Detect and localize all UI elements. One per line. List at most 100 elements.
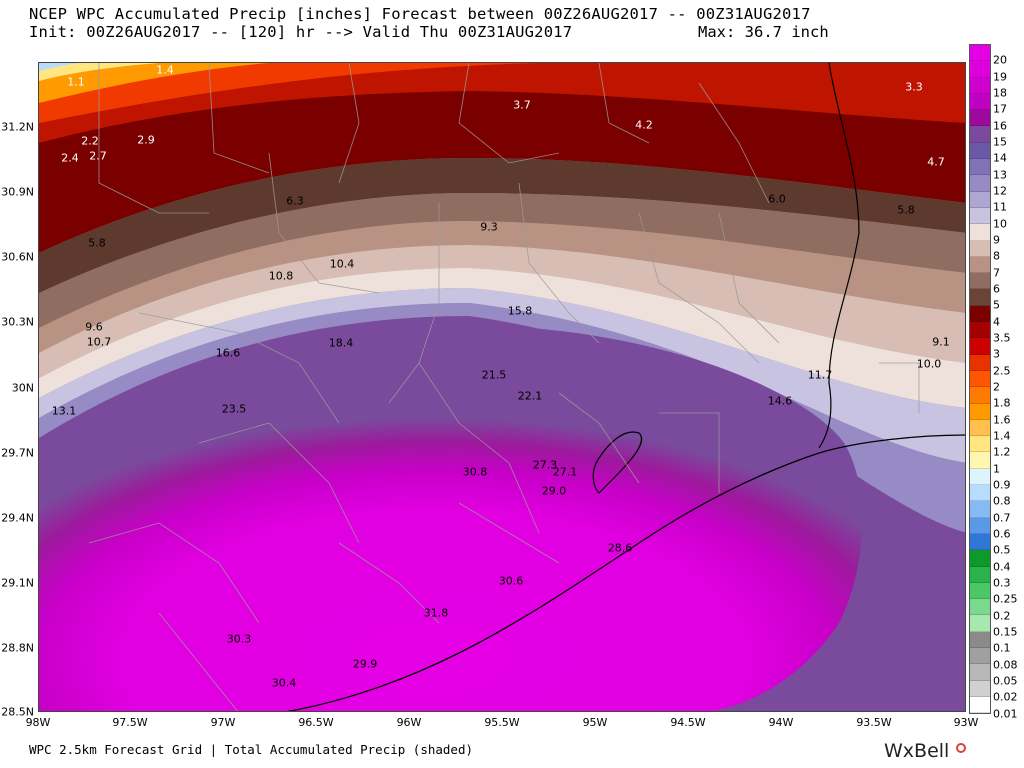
colorbar-swatch — [970, 664, 990, 681]
colorbar-label: 0.08 — [993, 658, 1018, 672]
precip-value-label: 10.0 — [916, 357, 942, 371]
colorbar-swatch — [970, 485, 990, 502]
latitude-label: 29.7N — [1, 446, 34, 460]
colorbar-swatch — [970, 175, 990, 192]
colorbar-label: 12 — [993, 184, 1007, 198]
max-value: Max: 36.7 inch — [698, 23, 829, 41]
colorbar-label: 17 — [993, 102, 1007, 116]
precip-value-label: 9.3 — [480, 220, 498, 234]
colorbar-label: 3 — [993, 347, 1000, 361]
colorbar-label: 10 — [993, 217, 1007, 231]
precip-value-label: 3.3 — [905, 80, 923, 94]
colorbar-label: 0.7 — [993, 511, 1011, 525]
colorbar-swatch — [970, 256, 990, 274]
precip-value-label: 18.4 — [328, 336, 354, 350]
precip-value-label: 21.5 — [481, 368, 507, 382]
precip-value-label: 14.6 — [767, 394, 793, 408]
longitude-label: 96.5W — [298, 716, 334, 729]
latitude-label: 30.6N — [1, 250, 34, 264]
precip-value-label: 13.1 — [51, 404, 77, 418]
colorbar-label: 0.05 — [993, 674, 1018, 688]
colorbar-label: 0.2 — [993, 609, 1011, 623]
colorbar-swatch — [970, 207, 990, 225]
precip-value-label: 1.4 — [156, 63, 174, 77]
colorbar-label: 1 — [993, 462, 1000, 476]
colorbar-swatch — [970, 61, 990, 78]
precip-value-label: 15.8 — [507, 304, 533, 318]
precip-value-label: 5.8 — [897, 203, 915, 217]
latitude-label: 30.3N — [1, 315, 34, 329]
precip-value-label: 30.6 — [498, 574, 524, 588]
colorbar-swatch — [970, 468, 990, 486]
colorbar-swatch — [970, 582, 990, 600]
precip-map-svg — [39, 63, 965, 711]
colorbar-swatch — [970, 419, 990, 437]
colorbar-swatch — [970, 289, 990, 306]
colorbar-swatch — [970, 159, 990, 176]
precip-value-label: 9.6 — [85, 320, 103, 334]
chart-subtitle: Init: 00Z26AUG2017 -- [120] hr --> Valid… — [29, 23, 573, 41]
precip-value-label: 3.7 — [513, 98, 531, 112]
colorbar-swatch — [970, 599, 990, 616]
latitude-label: 28.5N — [1, 705, 34, 719]
precip-value-label: 22.1 — [517, 389, 543, 403]
colorbar-swatch — [970, 615, 990, 632]
colorbar-swatch — [970, 191, 990, 208]
chart-title: NCEP WPC Accumulated Precip [inches] For… — [29, 5, 811, 23]
colorbar-label: 16 — [993, 119, 1007, 133]
longitude-label: 94W — [768, 716, 794, 729]
latitude-label: 30N — [11, 381, 34, 395]
colorbar-swatch — [970, 110, 990, 127]
colorbar-swatch — [970, 403, 990, 420]
precip-value-label: 30.8 — [462, 465, 488, 479]
colorbar-label: 7 — [993, 266, 1000, 280]
colorbar-swatch — [970, 354, 990, 371]
colorbar-label: 4 — [993, 315, 1000, 329]
colorbar-label: 0.4 — [993, 560, 1011, 574]
colorbar-label: 8 — [993, 249, 1000, 263]
colorbar-swatch — [970, 436, 990, 453]
colorbar-swatch — [970, 370, 990, 388]
precip-value-label: 4.2 — [635, 118, 653, 132]
precip-value-label: 16.6 — [215, 346, 241, 360]
colorbar-label: 2.5 — [993, 364, 1011, 378]
longitude-label: 97.5W — [112, 716, 148, 729]
longitude-label: 95.5W — [484, 716, 520, 729]
precip-value-label: 27.3 — [532, 458, 558, 472]
colorbar-swatch — [970, 517, 990, 534]
precip-value-label: 23.5 — [221, 402, 247, 416]
colorbar-label: 1.2 — [993, 445, 1011, 459]
precip-value-label: 9.1 — [932, 335, 950, 349]
colorbar-label: 0.3 — [993, 576, 1011, 590]
precip-map: 1.1 1.4 2.2 2.9 2.4 2.7 3.7 4.2 3.3 4.7 6.3 6.0 5.8 5… — [38, 62, 966, 712]
colorbar-label: 14 — [993, 151, 1007, 165]
colorbar-swatch — [970, 305, 990, 323]
colorbar-swatch — [970, 273, 990, 290]
precip-value-label: 2.7 — [89, 149, 107, 163]
colorbar-label: 0.9 — [993, 478, 1011, 492]
precip-value-label: 30.3 — [226, 632, 252, 646]
colorbar-swatch — [970, 224, 990, 241]
colorbar-label: 1.8 — [993, 396, 1011, 410]
latitude-label: 28.8N — [1, 641, 34, 655]
colorbar-label: 19 — [993, 70, 1007, 83]
precip-value-label: 30.4 — [271, 676, 297, 690]
longitude-label: 94.5W — [670, 716, 706, 729]
colorbar-swatch — [970, 126, 990, 143]
wxbell-logo: WxBell — [884, 740, 950, 762]
colorbar-swatch — [970, 680, 990, 697]
colorbar-swatch — [970, 647, 990, 665]
longitude-label: 96W — [396, 716, 422, 729]
colorbar-label: 18 — [993, 86, 1007, 100]
colorbar — [969, 44, 991, 714]
colorbar-label: 6 — [993, 282, 1000, 296]
colorbar-label: 5 — [993, 298, 1000, 312]
colorbar-swatch — [970, 77, 990, 94]
colorbar-swatch — [970, 93, 990, 111]
precip-value-label: 10.4 — [329, 257, 355, 271]
precip-value-label: 27.1 — [552, 465, 578, 479]
precip-value-label: 10.7 — [86, 335, 112, 349]
colorbar-swatch — [970, 566, 990, 583]
longitude-label: 93W — [953, 716, 979, 729]
colorbar-swatch — [970, 501, 990, 518]
